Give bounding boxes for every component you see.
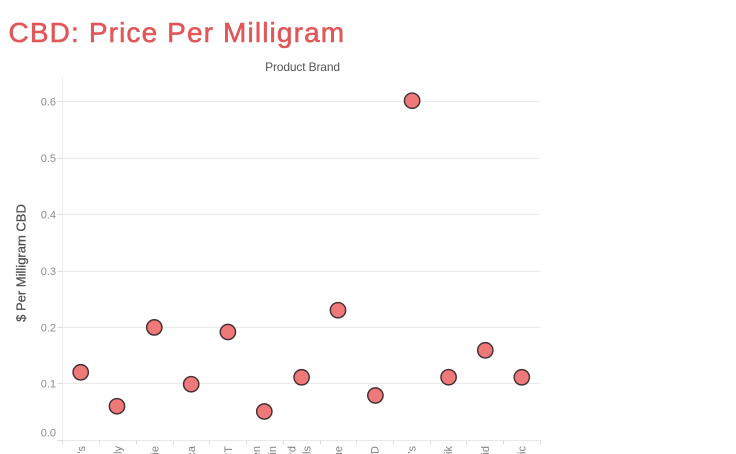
svg-text:Mountain: Mountain bbox=[267, 446, 279, 454]
svg-text:Lively: Lively bbox=[113, 446, 125, 454]
svg-text:0.0: 0.0 bbox=[41, 427, 56, 439]
svg-text:Green: Green bbox=[251, 446, 263, 454]
svg-text:Nature's: Nature's bbox=[406, 446, 418, 454]
svg-text:Botanicals: Botanicals bbox=[302, 446, 314, 454]
svg-text:Rescue: Rescue bbox=[333, 446, 345, 454]
svg-text:0.4: 0.4 bbox=[41, 209, 56, 221]
svg-text:Tonik: Tonik bbox=[443, 446, 455, 454]
svg-text:Charlotte's: Charlotte's bbox=[76, 446, 88, 454]
svg-text:0.6: 0.6 bbox=[41, 97, 56, 109]
svg-text:Phyto CT: Phyto CT bbox=[223, 446, 235, 454]
svg-text:Intrepid: Intrepid bbox=[480, 446, 492, 454]
svg-text:$ Per Milligram CBD: $ Per Milligram CBD bbox=[14, 204, 29, 322]
svg-text:0.5: 0.5 bbox=[41, 153, 56, 165]
svg-text:Prairie: Prairie bbox=[149, 446, 161, 454]
svg-text:0.3: 0.3 bbox=[41, 266, 56, 278]
svg-text:CBD: Price Per Milligram: CBD: Price Per Milligram bbox=[9, 17, 346, 48]
svg-text:Bluebird: Bluebird bbox=[287, 446, 299, 454]
svg-text:cbdMD: cbdMD bbox=[370, 446, 382, 454]
svg-text:0.1: 0.1 bbox=[41, 379, 56, 391]
svg-text:Botanica: Botanica bbox=[186, 445, 198, 454]
svg-text:Exotic: Exotic bbox=[517, 446, 529, 454]
svg-text:0.2: 0.2 bbox=[41, 322, 56, 334]
svg-text:Product Brand: Product Brand bbox=[265, 60, 340, 74]
